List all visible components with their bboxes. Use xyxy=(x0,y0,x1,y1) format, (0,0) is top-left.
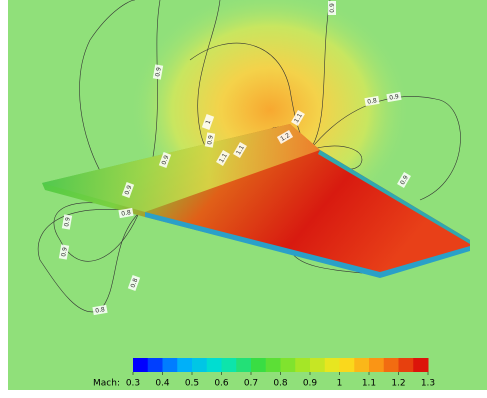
colorbar-band xyxy=(222,358,237,372)
colorbar-band xyxy=(207,358,222,372)
colorbar-band xyxy=(192,358,207,372)
colorbar-band xyxy=(399,358,414,372)
colorbar-tick-label: 1.3 xyxy=(421,379,435,389)
colorbar-band xyxy=(177,358,192,372)
colorbar-band xyxy=(369,358,384,372)
colorbar-band xyxy=(133,358,148,372)
colorbar-band xyxy=(251,358,266,372)
colorbar-label: Mach: xyxy=(93,379,120,389)
colorbar-band xyxy=(148,358,163,372)
colorbar-tick-label: 0.3 xyxy=(126,379,140,389)
contour-label-text: 0.9 xyxy=(329,3,336,13)
colorbar-tick-label: 0.7 xyxy=(244,379,258,389)
colorbar-tick-label: 0.8 xyxy=(273,379,288,389)
visualization: 0.90.90.911.11.11.21.10.90.80.90.90.90.8… xyxy=(0,0,487,394)
colorbar-band xyxy=(340,358,355,372)
colorbar-band xyxy=(281,358,296,372)
colorbar-band xyxy=(236,358,251,372)
colorbar-tick-label: 0.9 xyxy=(303,379,318,389)
contour-label: 0.9 xyxy=(328,1,336,15)
colorbar-tick-label: 1 xyxy=(337,379,343,389)
colorbar-band xyxy=(295,358,310,372)
colorbar-tick-label: 0.4 xyxy=(155,379,170,389)
colorbar-band xyxy=(266,358,281,372)
colorbar-band xyxy=(413,358,428,372)
colorbar-band xyxy=(384,358,399,372)
colorbar-tick-label: 0.5 xyxy=(185,379,199,389)
colorbar-band xyxy=(310,358,325,372)
colorbar-tick-label: 0.6 xyxy=(214,379,229,389)
colorbar-band xyxy=(325,358,340,372)
colorbar-band xyxy=(354,358,369,372)
colorbar-tick-label: 1.1 xyxy=(362,379,376,389)
colorbar-tick-label: 1.2 xyxy=(391,379,405,389)
colorbar-band xyxy=(163,358,178,372)
